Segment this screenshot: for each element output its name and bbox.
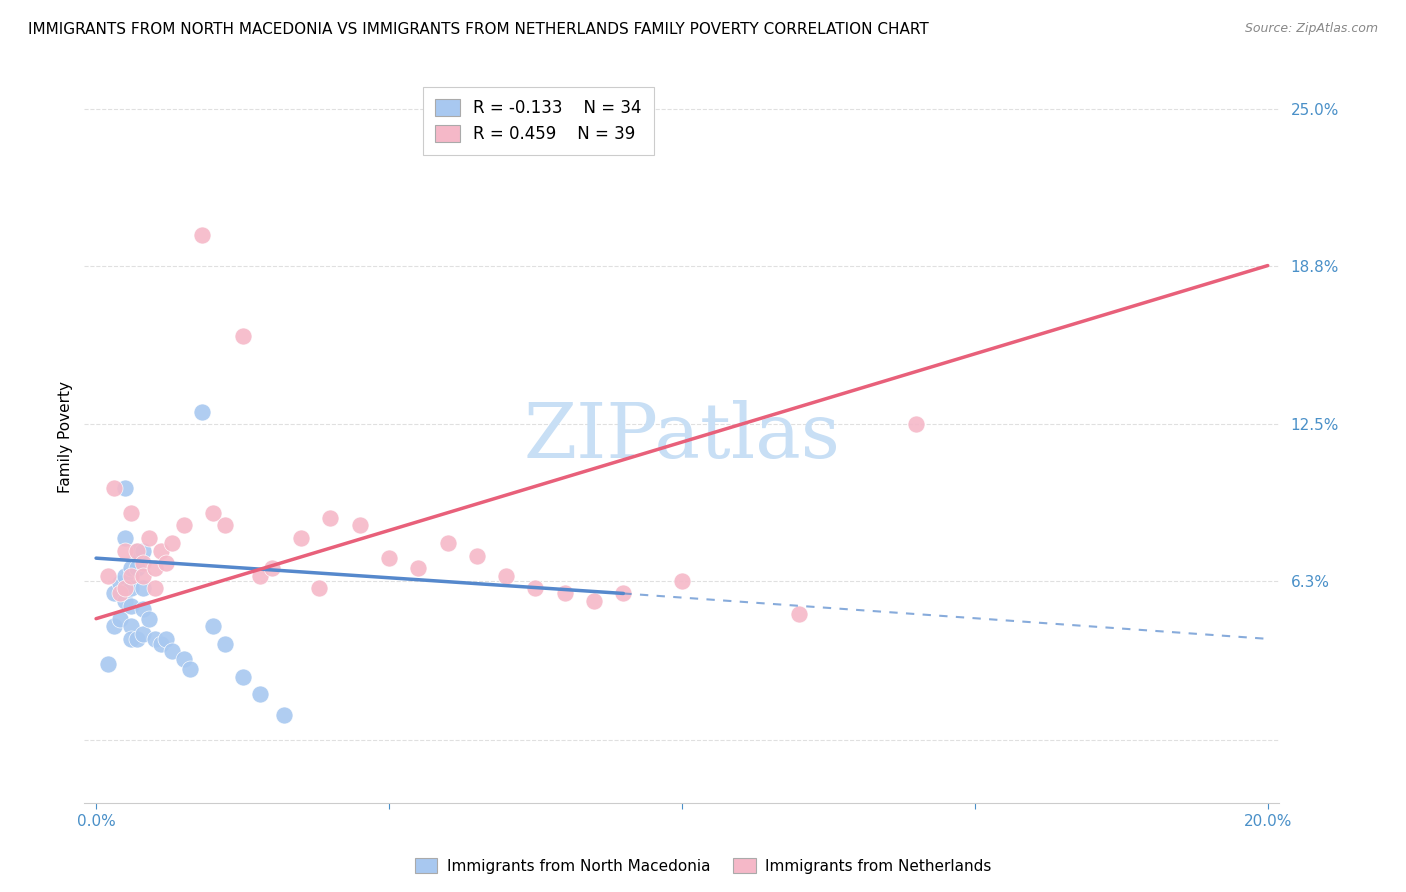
Point [114,543,136,558]
Point [138,612,160,626]
Point [787,607,810,621]
Point [97,569,120,583]
Text: Source: ZipAtlas.com: Source: ZipAtlas.com [1244,22,1378,36]
Point [173,518,195,533]
Point [120,632,142,646]
Point [132,601,155,615]
Point [554,586,576,600]
Point [155,556,177,570]
Point [905,417,928,432]
Point [108,576,131,591]
Point [190,228,212,243]
Point [103,619,125,633]
Point [308,582,330,596]
Point [231,670,254,684]
Point [114,481,136,495]
Point [143,561,166,575]
Point [127,632,149,646]
Point [114,594,136,608]
Point [97,657,120,671]
Point [132,556,155,570]
Point [202,506,225,520]
Point [408,561,430,575]
Legend: Immigrants from North Macedonia, Immigrants from Netherlands: Immigrants from North Macedonia, Immigra… [408,852,998,880]
Point [495,569,517,583]
Point [143,582,166,596]
Point [143,632,166,646]
Point [249,687,271,701]
Point [583,594,606,608]
Text: IMMIGRANTS FROM NORTH MACEDONIA VS IMMIGRANTS FROM NETHERLANDS FAMILY POVERTY CO: IMMIGRANTS FROM NORTH MACEDONIA VS IMMIG… [28,22,929,37]
Text: ZIPatlas: ZIPatlas [523,401,841,474]
Point [612,586,634,600]
Point [273,707,295,722]
Point [114,569,136,583]
Point [132,543,155,558]
Point [149,637,172,651]
Point [162,536,183,550]
Point [108,612,131,626]
Point [108,586,131,600]
Point [231,329,254,343]
Point [120,619,142,633]
Point [190,405,212,419]
Point [179,662,201,676]
Point [260,561,283,575]
Point [524,582,547,596]
Point [214,518,236,533]
Point [120,569,142,583]
Point [378,551,401,566]
Point [127,561,149,575]
Point [120,599,142,613]
Point [155,632,177,646]
Point [114,531,136,545]
Point [132,582,155,596]
Point [214,637,236,651]
Point [173,652,195,666]
Point [127,543,149,558]
Point [671,574,693,588]
Point [162,644,183,658]
Point [436,536,458,550]
Point [349,518,371,533]
Legend: R = -0.133    N = 34, R = 0.459    N = 39: R = -0.133 N = 34, R = 0.459 N = 39 [423,87,654,155]
Point [132,627,155,641]
Point [465,549,488,563]
Y-axis label: Family Poverty: Family Poverty [58,381,73,493]
Point [103,481,125,495]
Point [127,543,149,558]
Point [138,531,160,545]
Point [103,586,125,600]
Point [149,543,172,558]
Point [132,569,155,583]
Point [120,582,142,596]
Point [120,561,142,575]
Point [202,619,225,633]
Point [290,531,312,545]
Point [249,569,271,583]
Point [319,510,342,524]
Point [120,506,142,520]
Point [114,582,136,596]
